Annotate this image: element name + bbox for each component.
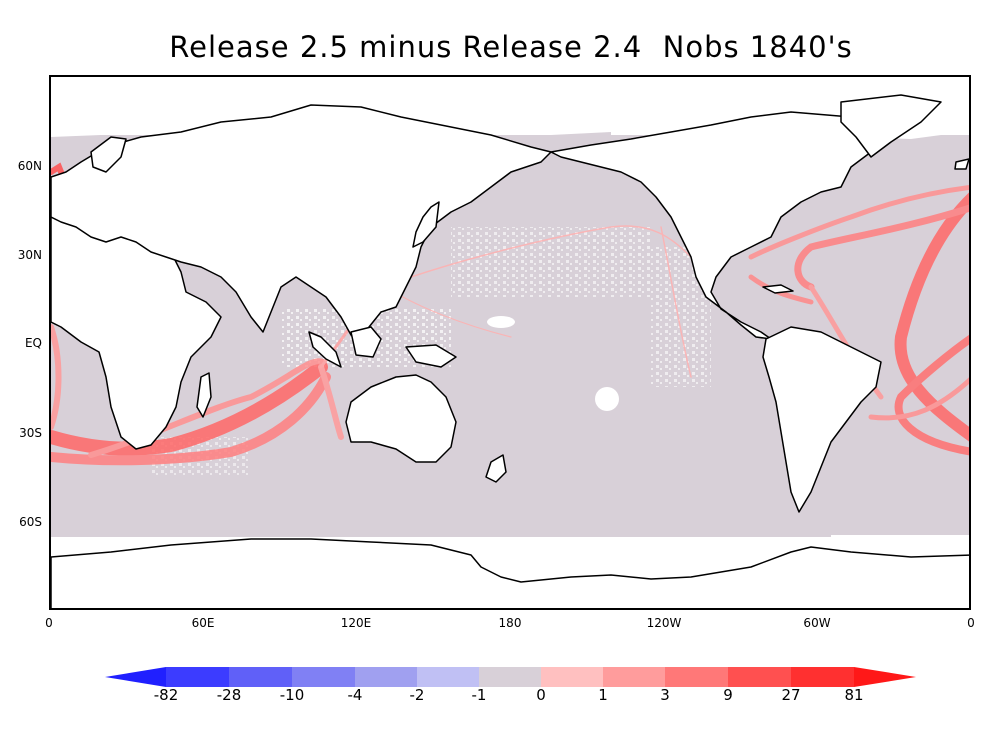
colorbar-box	[292, 667, 355, 687]
colorbar-box	[417, 667, 479, 687]
lon-label-120e: 120E	[340, 616, 372, 630]
scandinavia-landmass	[90, 136, 127, 173]
world-map	[51, 77, 969, 608]
antarctica-landmass	[51, 538, 969, 608]
lat-label-30s: 30S	[19, 426, 42, 440]
colorbar-box	[166, 667, 229, 687]
north-america-landmass	[550, 111, 882, 340]
map-title: Release 2.5 minus Release 2.4 Nobs 1840'…	[169, 30, 853, 64]
colorbar-box	[355, 667, 417, 687]
cuba-landmass	[762, 284, 794, 294]
colorbar-label: 0	[536, 686, 546, 704]
madagascar-landmass	[196, 372, 212, 418]
colorbar-left-arrow	[105, 667, 166, 687]
lon-label-60e: 60E	[191, 616, 215, 630]
colorbar-label: 81	[844, 686, 864, 704]
colorbar-box	[791, 667, 854, 687]
map-plot-area	[49, 75, 971, 610]
continents	[51, 94, 969, 608]
colorbar-right-arrow	[854, 667, 916, 687]
colorbar-label: -4	[347, 686, 363, 704]
lon-label-0-right: 0	[967, 616, 975, 630]
sumatra-landmass	[308, 331, 342, 368]
iceland-landmass	[954, 158, 969, 170]
colorbar-label: 3	[660, 686, 670, 704]
eurasia-landmass	[51, 104, 552, 343]
japan-landmass	[412, 201, 440, 248]
lon-label-120w: 120W	[646, 616, 682, 630]
new-zealand-landmass	[485, 454, 507, 483]
greenland-landmass	[840, 94, 942, 158]
lat-label-60n: 60N	[17, 159, 42, 173]
borneo-landmass	[350, 326, 382, 358]
lon-label-60w: 60W	[803, 616, 831, 630]
lat-label-60s: 60S	[19, 515, 42, 529]
new-guinea-landmass	[405, 344, 457, 368]
colorbar-box	[229, 667, 292, 687]
colorbar-label: -82	[153, 686, 179, 704]
colorbar-box	[603, 667, 665, 687]
colorbar-label: -10	[279, 686, 305, 704]
colorbar-box	[479, 667, 541, 687]
colorbar-label: 27	[781, 686, 801, 704]
colorbar-label: -28	[216, 686, 242, 704]
lat-label-eq: EQ	[24, 336, 42, 350]
colorbar-box	[665, 667, 728, 687]
colorbar	[105, 667, 916, 687]
colorbar-label: -1	[471, 686, 487, 704]
lon-label-0-left: 0	[45, 616, 53, 630]
colorbar-box	[541, 667, 603, 687]
australia-landmass	[345, 374, 457, 463]
colorbar-label: 9	[723, 686, 733, 704]
colorbar-box	[728, 667, 791, 687]
lon-label-180: 180	[498, 616, 522, 630]
lat-label-30n: 30N	[17, 248, 42, 262]
colorbar-label: 1	[598, 686, 608, 704]
south-america-landmass	[762, 326, 882, 513]
colorbar-label: -2	[409, 686, 425, 704]
